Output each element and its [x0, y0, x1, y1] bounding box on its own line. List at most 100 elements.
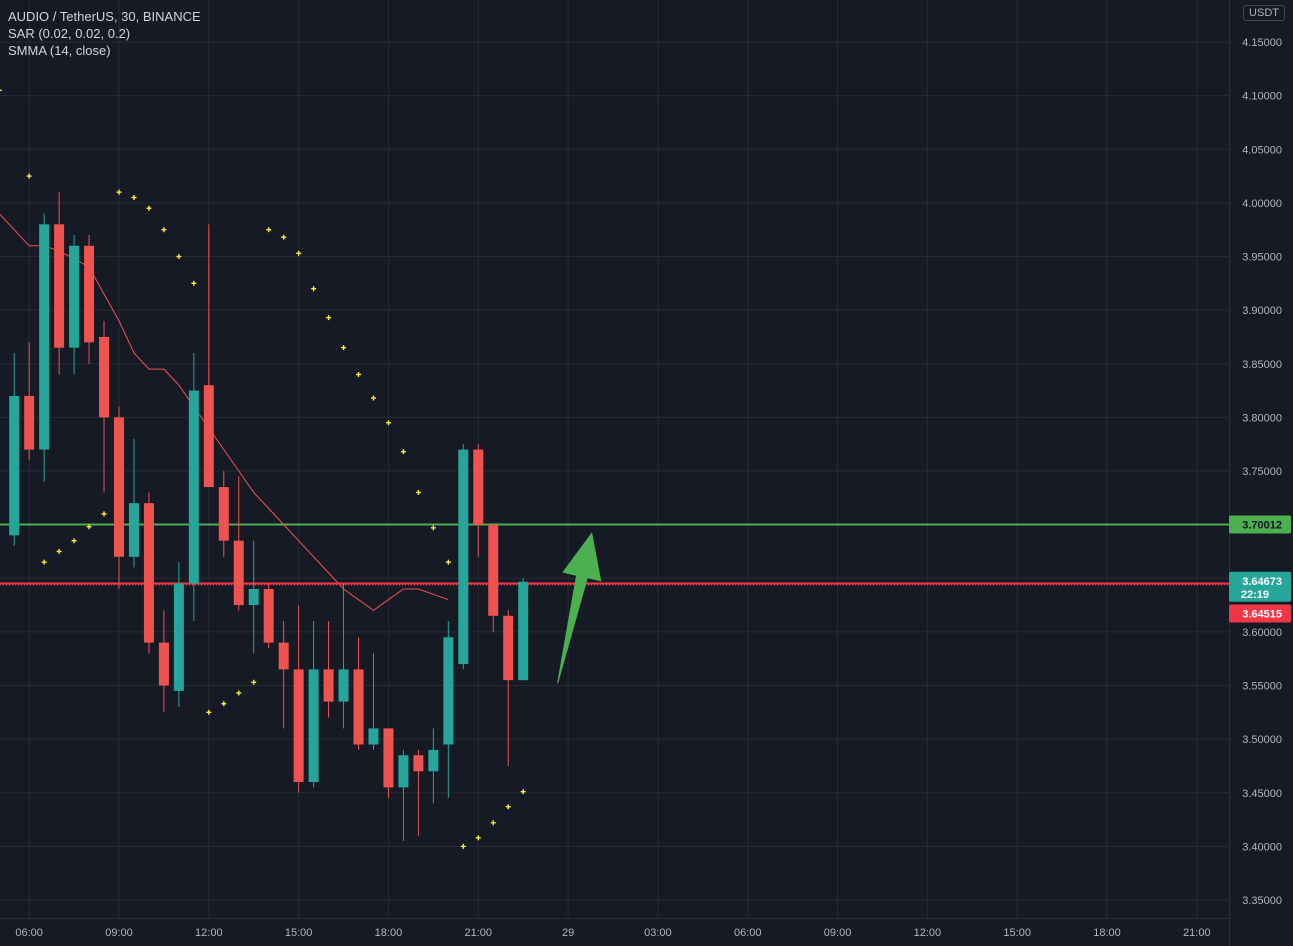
candle-down: [84, 235, 95, 364]
y-tick-label: 3.40000: [1242, 841, 1282, 853]
candle-up: [128, 438, 139, 568]
candle-down: [233, 476, 244, 611]
candle-up: [39, 213, 50, 482]
x-tick-label: 12:00: [914, 927, 942, 939]
x-tick-label: 15:00: [1003, 927, 1031, 939]
sar-point: [281, 234, 287, 240]
sar-point: [460, 843, 466, 849]
sar-point: [26, 173, 32, 179]
candle-body: [39, 224, 50, 450]
candle-body: [383, 728, 394, 788]
candle-body: [323, 669, 334, 702]
candle-body: [173, 583, 184, 691]
candle-down: [473, 444, 484, 557]
sar-point: [475, 835, 481, 841]
candle-up: [9, 353, 20, 547]
red-level-tag-label: 3.64515: [1242, 608, 1282, 620]
sar-point: [191, 280, 197, 286]
candle-up: [69, 235, 80, 375]
sar-point: [71, 538, 77, 544]
candle-down: [263, 583, 274, 648]
candle-down: [278, 621, 289, 729]
sar-point: [146, 205, 152, 211]
x-tick-label: 18:00: [1093, 927, 1121, 939]
y-tick-label: 3.85000: [1242, 359, 1282, 371]
sar-point: [296, 250, 302, 256]
arrow-drawing[interactable]: [557, 532, 602, 684]
legend-smma[interactable]: SMMA (14, close): [8, 43, 111, 58]
candle-body: [293, 669, 304, 783]
candle-up: [368, 653, 379, 750]
x-tick-label: 06:00: [734, 927, 762, 939]
sar-point: [116, 189, 122, 195]
legend-sar[interactable]: SAR (0.02, 0.02, 0.2): [8, 26, 131, 41]
x-tick-label: 03:00: [644, 927, 672, 939]
candle-body: [158, 642, 169, 686]
candle-body: [308, 669, 319, 783]
candle-body: [69, 245, 80, 348]
y-tick-label: 3.35000: [1242, 895, 1282, 907]
x-tick-label: 06:00: [15, 927, 43, 939]
green-level-tag-label: 3.70012: [1242, 519, 1282, 531]
x-tick-label: 18:00: [375, 927, 403, 939]
sar-point: [131, 195, 137, 201]
red-level-tag[interactable]: [1229, 604, 1291, 623]
y-tick-label: 3.60000: [1242, 627, 1282, 639]
sar-point: [356, 371, 362, 377]
candle-body: [428, 749, 439, 772]
candle-down: [113, 406, 124, 589]
sar-point: [490, 820, 496, 826]
sar-point: [161, 227, 167, 233]
sar-point: [266, 227, 272, 233]
y-tick-label: 3.75000: [1242, 466, 1282, 478]
candle-up: [338, 583, 349, 729]
candle-body: [398, 755, 409, 788]
sar-point: [56, 548, 62, 554]
candle-body: [503, 615, 514, 681]
candle-down: [488, 524, 499, 632]
legend-symbol[interactable]: AUDIO / TetherUS, 30, BINANCE: [8, 9, 201, 24]
chart-legend: AUDIO / TetherUS, 30, BINANCE SAR (0.02,…: [8, 8, 201, 59]
candle-body: [278, 642, 289, 670]
candle-down: [99, 320, 110, 493]
candle-body: [203, 385, 214, 488]
candle-down: [54, 192, 65, 375]
sar-point: [251, 679, 257, 685]
countdown-label: 22:19: [1241, 589, 1269, 601]
currency-button[interactable]: USDT: [1243, 5, 1285, 21]
last-price-tag[interactable]: [1229, 571, 1291, 602]
candle-up: [443, 621, 454, 799]
sar-point: [326, 315, 332, 321]
green-level-tag[interactable]: [1229, 515, 1291, 534]
candle-body: [218, 487, 229, 541]
candle-body: [54, 224, 65, 348]
sar-point: [236, 690, 242, 696]
up-arrow-icon[interactable]: [557, 532, 602, 684]
candle-up: [458, 444, 469, 670]
candle-up: [173, 562, 184, 707]
sar-point: [221, 701, 227, 707]
candle-body: [9, 395, 20, 536]
candle-body: [413, 755, 424, 772]
candle-body: [113, 417, 124, 557]
candle-body: [368, 728, 379, 745]
candle-body: [143, 503, 154, 643]
candle-body: [24, 395, 35, 450]
candle-body: [473, 449, 484, 525]
candle-body: [338, 669, 349, 702]
sar-points: [0, 89, 526, 849]
x-tick-label: 12:00: [195, 927, 223, 939]
sar-point: [86, 524, 92, 530]
sar-point: [101, 511, 107, 517]
candle-down: [293, 605, 304, 793]
candles: [9, 192, 529, 842]
sar-point: [430, 525, 436, 531]
candle-down: [413, 749, 424, 836]
sar-point: [370, 395, 376, 401]
candle-down: [383, 728, 394, 799]
candle-body: [263, 588, 274, 643]
candle-body: [128, 503, 139, 557]
sar-point: [341, 345, 347, 351]
